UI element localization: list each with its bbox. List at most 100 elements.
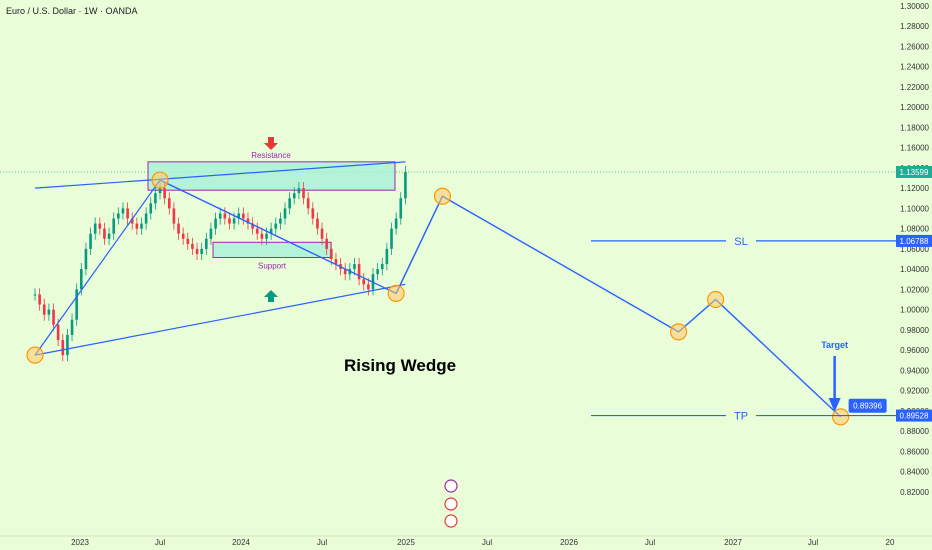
candle-body: [292, 193, 296, 199]
candle-body: [130, 218, 134, 224]
candle-body: [399, 198, 403, 219]
x-tick-label: 20: [886, 538, 895, 547]
candle-body: [47, 309, 51, 315]
wedge-line: [34, 283, 406, 356]
candle-body: [98, 223, 102, 229]
y-tick-label: 1.20000: [900, 103, 929, 112]
level-price-label: 1.06788: [900, 237, 929, 246]
pivot-marker: [433, 187, 452, 205]
level-price-box: [896, 234, 932, 247]
y-tick-label: 0.86000: [900, 447, 929, 456]
x-tick-label: 2026: [560, 538, 578, 547]
candle-body: [112, 218, 116, 234]
x-tick-label: 2025: [397, 538, 415, 547]
y-tick-label: 1.16000: [900, 144, 929, 153]
candle-body: [223, 213, 227, 219]
candle-body: [66, 334, 69, 356]
candle-body: [246, 218, 250, 224]
candle-body: [316, 218, 319, 229]
projection-path: [395, 195, 842, 418]
candle-body: [265, 233, 268, 239]
y-tick-label: 0.88000: [900, 427, 929, 436]
candle-body: [279, 218, 282, 224]
y-tick-label: 1.08000: [900, 225, 929, 234]
candle-body: [135, 223, 139, 229]
candle-body: [61, 339, 65, 356]
candle-body: [283, 208, 287, 219]
candle-body: [311, 208, 315, 219]
candle-body: [209, 228, 213, 239]
target-value-label: 0.89396: [853, 402, 882, 411]
candle-body: [56, 324, 60, 340]
candle-body: [121, 208, 125, 214]
candle-body: [42, 304, 46, 315]
zone-support: [212, 241, 332, 258]
level-label-tp: TP: [734, 411, 748, 423]
candle-body: [218, 213, 222, 219]
pivot-marker: [26, 346, 44, 364]
candle-body: [158, 188, 162, 194]
candle-body: [84, 248, 88, 270]
candle-body: [255, 228, 259, 234]
event-icon: [444, 479, 458, 493]
candle-body: [380, 264, 384, 270]
candle-body: [93, 223, 97, 234]
support-arrow-icon: [264, 290, 278, 302]
x-tick-label: Jul: [645, 538, 655, 547]
pivot-marker: [669, 323, 688, 341]
support-label: Support: [258, 261, 287, 270]
candle-body: [177, 223, 180, 234]
level-price-box: [896, 409, 932, 422]
y-tick-label: 1.30000: [900, 2, 929, 11]
x-tick-label: Jul: [482, 538, 492, 547]
candle-body: [103, 228, 106, 239]
y-tick-label: 1.26000: [900, 42, 929, 51]
y-tick-label: 1.04000: [900, 265, 929, 274]
candle-body: [149, 203, 153, 214]
candle-body: [367, 284, 370, 290]
event-icon: [444, 514, 458, 528]
candle-body: [343, 269, 347, 275]
candle-body: [191, 243, 194, 249]
y-tick-label: 1.06000: [900, 245, 929, 254]
zone-resistance: [147, 161, 396, 191]
candle-body: [376, 269, 379, 275]
candle-body: [70, 319, 74, 335]
y-tick-label: 0.82000: [900, 488, 929, 497]
candle-body: [269, 228, 273, 234]
candle-body: [362, 279, 366, 285]
pivot-marker: [707, 290, 725, 309]
x-tick-label: 2027: [724, 538, 742, 547]
candle-body: [52, 309, 55, 325]
candle-body: [144, 213, 148, 224]
y-tick-label: 0.94000: [900, 366, 929, 375]
target-value-box: [848, 398, 887, 413]
resistance-label: Resistance: [251, 151, 291, 160]
candle-body: [167, 198, 171, 209]
candle-body: [320, 228, 324, 239]
pattern-label: Rising Wedge: [344, 356, 456, 375]
pivot-marker: [832, 408, 850, 426]
candle-body: [242, 213, 245, 219]
candle-body: [38, 294, 41, 305]
candle-body: [334, 259, 338, 265]
candle-body: [232, 218, 236, 224]
candle-body: [260, 233, 264, 239]
y-tick-label: 0.96000: [900, 346, 929, 355]
candle-body: [325, 238, 328, 249]
event-icon: [444, 497, 458, 511]
candle-body: [186, 238, 190, 244]
candle-body: [172, 208, 176, 224]
y-tick-label: 1.18000: [900, 123, 929, 132]
wedge-line: [34, 161, 406, 189]
candle-body: [163, 188, 166, 199]
candle-body: [306, 198, 310, 209]
candle-body: [195, 248, 199, 254]
candle-body: [353, 264, 356, 270]
candle-body: [302, 188, 305, 199]
x-tick-label: 2023: [71, 538, 89, 547]
candle-body: [140, 223, 143, 229]
chart-title: Euro / U.S. Dollar · 1W · OANDA: [6, 6, 138, 16]
